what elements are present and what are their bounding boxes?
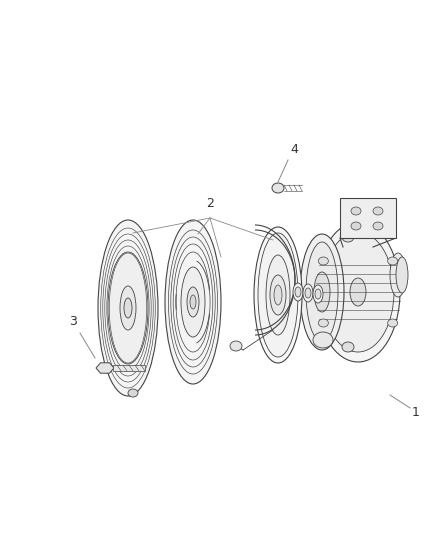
Ellipse shape xyxy=(342,232,354,242)
Ellipse shape xyxy=(314,272,330,312)
Ellipse shape xyxy=(295,287,301,297)
Ellipse shape xyxy=(373,222,383,230)
Ellipse shape xyxy=(230,341,242,351)
Ellipse shape xyxy=(98,220,158,396)
Ellipse shape xyxy=(318,319,328,327)
Ellipse shape xyxy=(396,257,408,293)
Ellipse shape xyxy=(300,234,344,350)
Ellipse shape xyxy=(315,289,321,299)
Text: 2: 2 xyxy=(206,197,214,210)
Ellipse shape xyxy=(272,183,284,193)
Ellipse shape xyxy=(303,284,313,302)
Text: 1: 1 xyxy=(412,406,420,418)
Ellipse shape xyxy=(165,220,221,384)
Ellipse shape xyxy=(108,252,148,364)
Ellipse shape xyxy=(322,232,394,352)
Ellipse shape xyxy=(124,298,132,318)
Ellipse shape xyxy=(128,389,138,397)
Ellipse shape xyxy=(120,286,136,330)
Bar xyxy=(340,198,396,238)
Ellipse shape xyxy=(305,288,311,298)
Text: 3: 3 xyxy=(69,315,77,328)
Ellipse shape xyxy=(316,222,400,362)
Ellipse shape xyxy=(270,275,286,315)
Ellipse shape xyxy=(313,332,333,348)
Ellipse shape xyxy=(313,285,323,303)
Ellipse shape xyxy=(258,233,298,357)
Polygon shape xyxy=(113,365,145,371)
Ellipse shape xyxy=(390,253,406,297)
Ellipse shape xyxy=(351,222,361,230)
Ellipse shape xyxy=(306,242,338,342)
Ellipse shape xyxy=(350,278,366,306)
Ellipse shape xyxy=(373,207,383,215)
Ellipse shape xyxy=(342,342,354,352)
Text: 4: 4 xyxy=(290,143,298,156)
Ellipse shape xyxy=(388,319,398,327)
Ellipse shape xyxy=(388,257,398,265)
Polygon shape xyxy=(96,363,114,373)
Ellipse shape xyxy=(254,227,302,363)
Ellipse shape xyxy=(181,267,205,337)
Ellipse shape xyxy=(266,255,290,335)
Ellipse shape xyxy=(274,285,282,305)
Ellipse shape xyxy=(293,283,303,301)
Ellipse shape xyxy=(187,287,199,317)
Ellipse shape xyxy=(318,257,328,265)
Ellipse shape xyxy=(351,207,361,215)
Ellipse shape xyxy=(190,295,196,309)
